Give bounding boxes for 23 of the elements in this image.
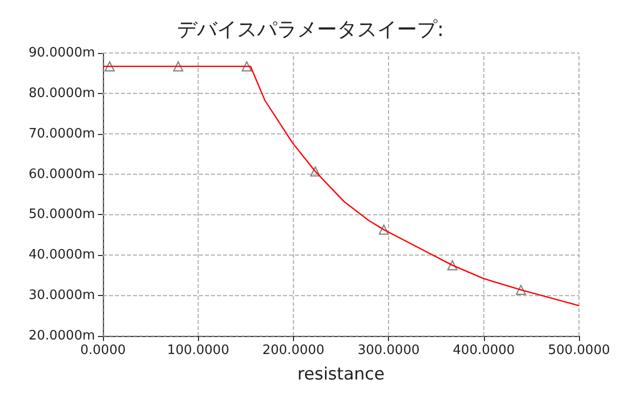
x-tick-label: 400.0000 [452,343,515,358]
x-tick-label: 300.0000 [358,343,420,358]
x-tick-label: 0.0000 [80,343,126,358]
point [104,61,115,72]
y-tick-label: 70.0000m [28,126,95,142]
point [378,224,389,235]
point [173,61,184,72]
y-tick-label: 40.0000m [28,248,95,263]
x-tick-label: 500.0000 [548,343,610,358]
x-tick-label: 200.0000 [262,343,324,358]
y-tick-label: 90.0000m [28,46,95,60]
x-axis-title: resistance [297,364,385,384]
y-tick-label: 60.0000m [28,166,95,182]
x-tick-label: 100.0000 [167,343,230,358]
point [242,61,252,72]
y-tick-label: 50.0000m [28,207,95,222]
chart-title: デバイスパラメータスイープ: [177,17,444,41]
point [516,284,526,296]
point [310,166,320,177]
y-tick-label: 80.0000m [28,86,95,101]
y-tick-label: 30.0000m [28,288,95,304]
y-tick-label: 20.0000m [28,328,95,344]
point [447,260,458,270]
